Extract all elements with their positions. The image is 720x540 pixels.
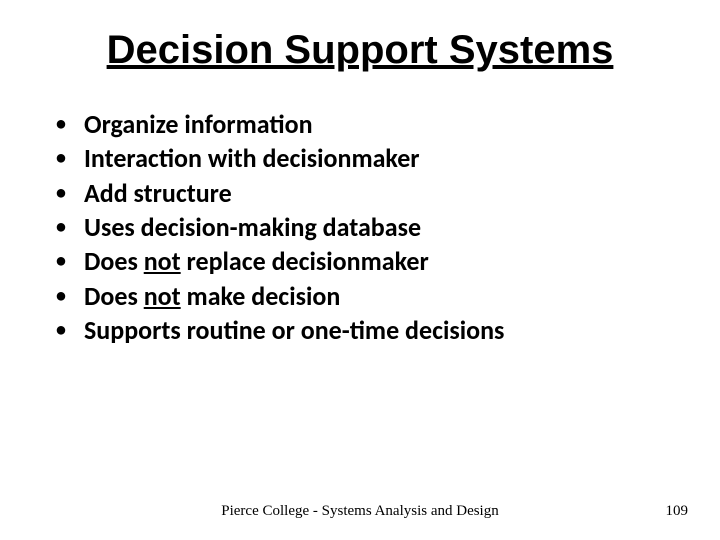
bullet-text: Organize information (84, 107, 672, 141)
bullet-item: •Supports routine or one-time decisions (56, 313, 672, 347)
slide-title: Decision Support Systems (48, 28, 672, 73)
bullet-text: Does not replace decisionmaker (84, 244, 672, 278)
bullet-marker: • (56, 107, 84, 141)
bullet-list: •Organize information•Interaction with d… (48, 107, 672, 347)
bullet-item: •Organize information (56, 107, 672, 141)
bullet-marker: • (56, 176, 84, 210)
bullet-marker: • (56, 141, 84, 175)
bullet-item: •Uses decision-making database (56, 210, 672, 244)
bullet-marker: • (56, 313, 84, 347)
bullet-item: •Interaction with decisionmaker (56, 141, 672, 175)
bullet-text: Add structure (84, 176, 672, 210)
bullet-text: Does not make decision (84, 279, 672, 313)
bullet-item: •Does not replace decisionmaker (56, 244, 672, 278)
bullet-marker: • (56, 244, 84, 278)
footer-text: Pierce College - Systems Analysis and De… (0, 503, 720, 520)
bullet-marker: • (56, 279, 84, 313)
bullet-marker: • (56, 210, 84, 244)
bullet-text: Interaction with decisionmaker (84, 141, 672, 175)
bullet-item: •Does not make decision (56, 279, 672, 313)
bullet-text: Uses decision-making database (84, 210, 672, 244)
bullet-item: •Add structure (56, 176, 672, 210)
slide: Decision Support Systems •Organize infor… (0, 0, 720, 540)
bullet-text: Supports routine or one-time decisions (84, 313, 672, 347)
page-number: 109 (666, 503, 689, 520)
